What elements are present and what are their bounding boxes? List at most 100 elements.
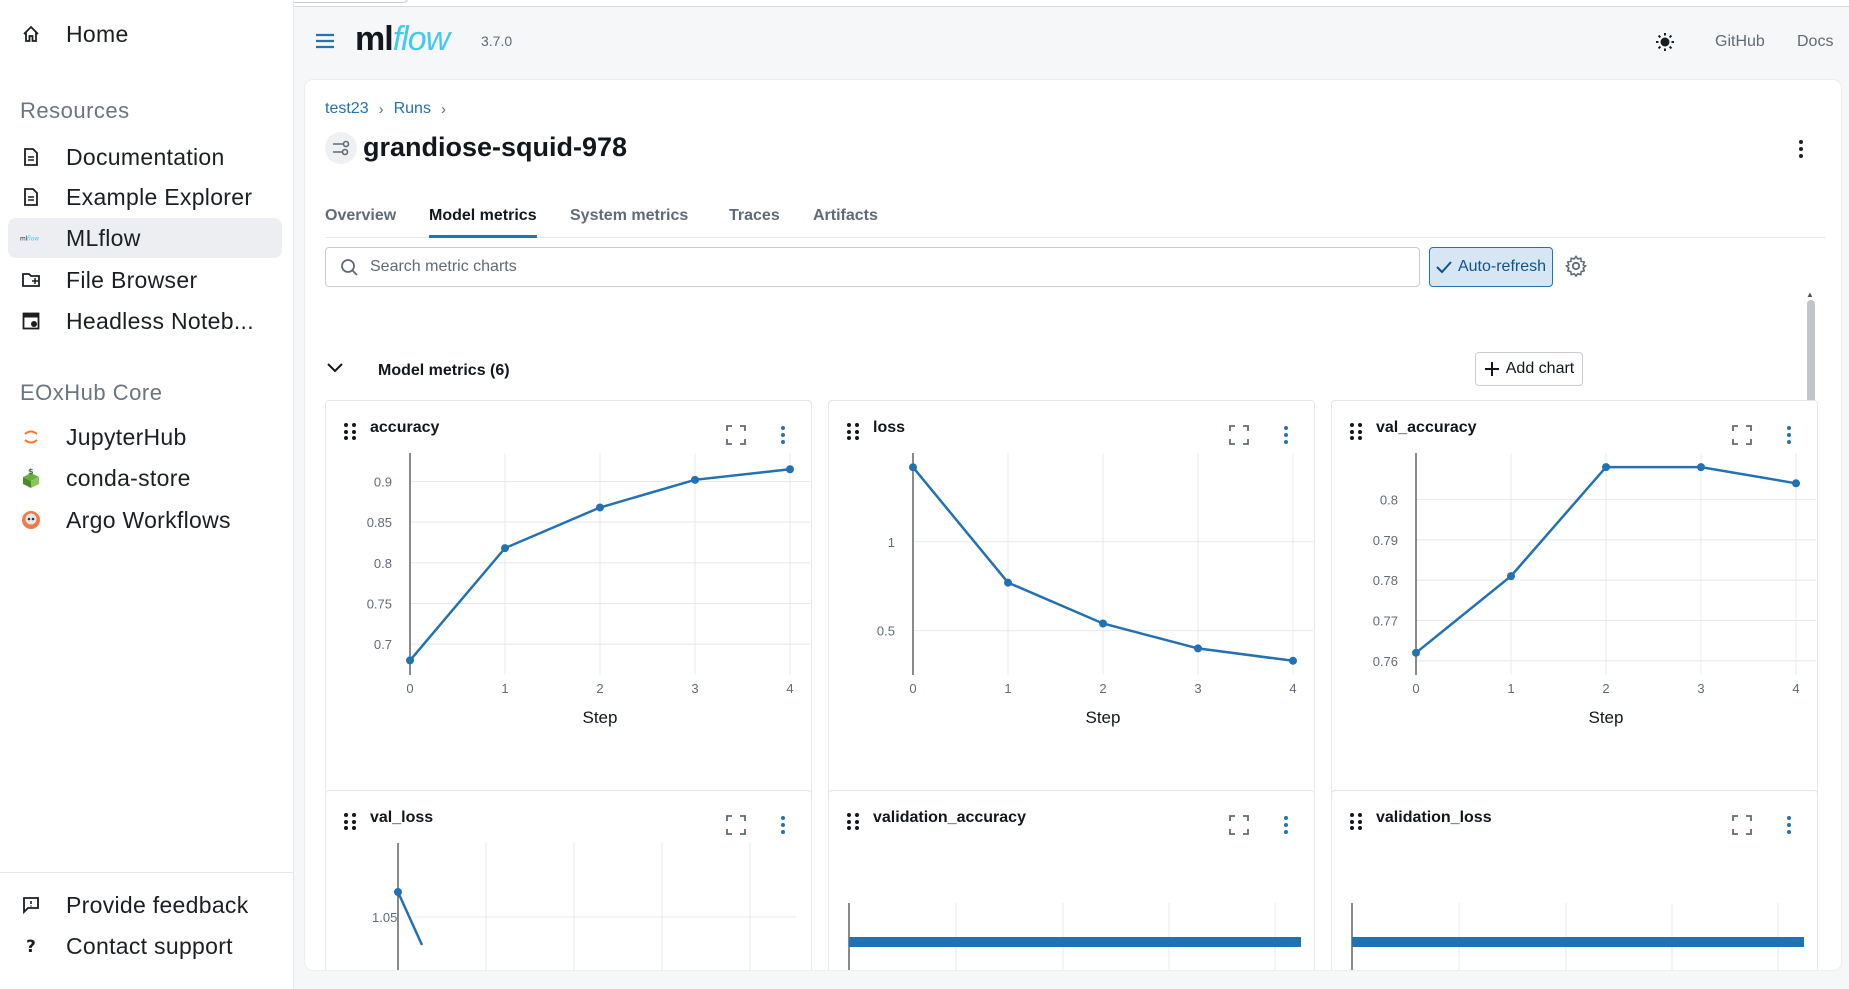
x-tick-label: 4 xyxy=(1792,681,1799,696)
drag-handle-icon[interactable] xyxy=(847,813,859,831)
sidebar-item-label: File Browser xyxy=(66,266,198,293)
docs-link[interactable]: Docs xyxy=(1797,33,1834,50)
chart-card-val-loss: val_loss 1.05 xyxy=(325,790,812,970)
breadcrumb: test23 › Runs › xyxy=(325,100,456,118)
page-title: grandiose-squid-978 xyxy=(363,132,628,162)
tab-model-metrics[interactable]: Model metrics xyxy=(429,196,537,238)
mlflow-header: ml flow 3.7.0 GitHub Docs xyxy=(295,8,1849,76)
sidebar-item-jupyterhub[interactable]: JupyterHub xyxy=(8,417,282,457)
sidebar-item-contact-support[interactable]: ? Contact support xyxy=(8,926,282,966)
data-point xyxy=(1697,463,1705,472)
svg-text:$: $ xyxy=(28,467,34,476)
svg-text:ml: ml xyxy=(20,237,28,243)
x-tick-label: 3 xyxy=(1697,681,1704,696)
sidebar-item-provide-feedback[interactable]: Provide feedback xyxy=(8,885,282,925)
run-actions-menu-icon[interactable] xyxy=(1795,138,1807,160)
sidebar-item-argo-workflows[interactable]: Argo Workflows xyxy=(8,500,282,540)
expand-icon[interactable] xyxy=(726,815,746,835)
collapse-chevron-icon[interactable] xyxy=(325,360,349,380)
sidebar-item-label: Home xyxy=(66,20,129,47)
expand-icon[interactable] xyxy=(1229,425,1249,445)
search-icon xyxy=(340,258,358,276)
drag-handle-icon[interactable] xyxy=(847,423,859,441)
breadcrumb-experiment[interactable]: test23 xyxy=(325,100,369,117)
gear-icon[interactable] xyxy=(1565,255,1589,279)
x-axis-label: Step xyxy=(1086,708,1121,727)
x-tick-label: 0 xyxy=(909,681,916,696)
y-tick-label: 0.79 xyxy=(1373,533,1398,548)
auto-refresh-button[interactable]: Auto-refresh xyxy=(1429,247,1553,287)
chart-menu-icon[interactable] xyxy=(778,815,788,835)
tab-system-metrics[interactable]: System metrics xyxy=(570,207,689,224)
sidebar-item-label: Provide feedback xyxy=(66,891,249,918)
breadcrumb-runs[interactable]: Runs xyxy=(393,100,431,117)
chart-menu-icon[interactable] xyxy=(1281,815,1291,835)
tab-overview[interactable]: Overview xyxy=(325,207,397,224)
tab-traces[interactable]: Traces xyxy=(729,207,780,224)
check-icon xyxy=(1436,260,1452,274)
x-tick-label: 3 xyxy=(691,681,698,696)
question-icon: ? xyxy=(20,935,42,957)
drag-handle-icon[interactable] xyxy=(344,813,356,831)
github-link[interactable]: GitHub xyxy=(1715,33,1765,50)
document-icon xyxy=(20,146,42,168)
y-tick-label: 0.7 xyxy=(374,637,392,652)
menu-icon[interactable] xyxy=(315,32,335,50)
drag-handle-icon[interactable] xyxy=(1350,813,1362,831)
notebook-icon xyxy=(20,310,42,332)
bar xyxy=(1352,937,1804,947)
mlflow-logo[interactable]: ml flow xyxy=(355,20,450,60)
sidebar-item-conda-store[interactable]: $ conda-store xyxy=(8,458,282,498)
chart-title: val_accuracy xyxy=(1376,419,1477,436)
data-point xyxy=(1792,479,1800,488)
drag-handle-icon[interactable] xyxy=(344,423,356,441)
expand-icon[interactable] xyxy=(1229,815,1249,835)
x-tick-label: 1 xyxy=(1507,681,1514,696)
chart-title: accuracy xyxy=(370,419,440,436)
chart-title: val_loss xyxy=(370,809,434,826)
mlflow-logo-icon: ml flow xyxy=(20,227,42,249)
drag-handle-icon[interactable] xyxy=(1350,423,1362,441)
y-tick-label: 0.85 xyxy=(367,515,392,530)
x-tick-label: 1 xyxy=(501,681,508,696)
plus-icon xyxy=(1484,361,1500,377)
chart-title: loss xyxy=(873,419,906,436)
expand-icon[interactable] xyxy=(1732,425,1752,445)
sidebar-item-mlflow[interactable]: ml flow MLflow xyxy=(8,218,282,258)
search-input[interactable]: Search metric charts xyxy=(325,247,1420,287)
sidebar-item-headless-notebooks[interactable]: Headless Noteb... xyxy=(8,301,282,341)
chart-plot: 0.7 0.75 0.8 0.85 0.9 0 1 2 3 4 Step xyxy=(367,453,810,727)
data-point xyxy=(1412,648,1420,657)
expand-icon[interactable] xyxy=(726,425,746,445)
chart-menu-icon[interactable] xyxy=(1281,425,1291,445)
jupyter-icon xyxy=(20,426,42,448)
sidebar-divider xyxy=(0,872,294,873)
data-point xyxy=(786,465,794,474)
scroll-up-icon[interactable]: ▲ xyxy=(1806,290,1814,299)
data-point xyxy=(1004,578,1012,587)
y-tick-label: 0.8 xyxy=(374,556,392,571)
chart-plot xyxy=(1351,903,1804,970)
sidebar-item-file-browser[interactable]: File Browser xyxy=(8,260,282,300)
add-chart-button[interactable]: Add chart xyxy=(1475,352,1583,386)
data-point xyxy=(596,503,604,512)
chart-menu-icon[interactable] xyxy=(1784,425,1794,445)
sidebar-item-example-explorer[interactable]: Example Explorer xyxy=(8,177,282,217)
data-point xyxy=(406,656,414,665)
argo-icon xyxy=(20,509,42,531)
chart-menu-icon[interactable] xyxy=(778,425,788,445)
sidebar-item-label: Argo Workflows xyxy=(66,506,231,533)
x-axis-label: Step xyxy=(1589,708,1624,727)
chart-menu-icon[interactable] xyxy=(1784,815,1794,835)
group-title: Model metrics (6) xyxy=(378,362,510,379)
sidebar-item-label: Documentation xyxy=(66,143,225,170)
data-point xyxy=(394,888,402,896)
svg-text:?: ? xyxy=(26,937,36,955)
theme-toggle-icon[interactable] xyxy=(1655,32,1675,52)
y-tick-label: 0.5 xyxy=(877,624,895,639)
x-tick-label: 2 xyxy=(1099,681,1106,696)
sidebar-item-home[interactable]: Home xyxy=(8,14,282,54)
tab-artifacts[interactable]: Artifacts xyxy=(813,207,878,224)
expand-icon[interactable] xyxy=(1732,815,1752,835)
sidebar-item-documentation[interactable]: Documentation xyxy=(8,137,282,177)
